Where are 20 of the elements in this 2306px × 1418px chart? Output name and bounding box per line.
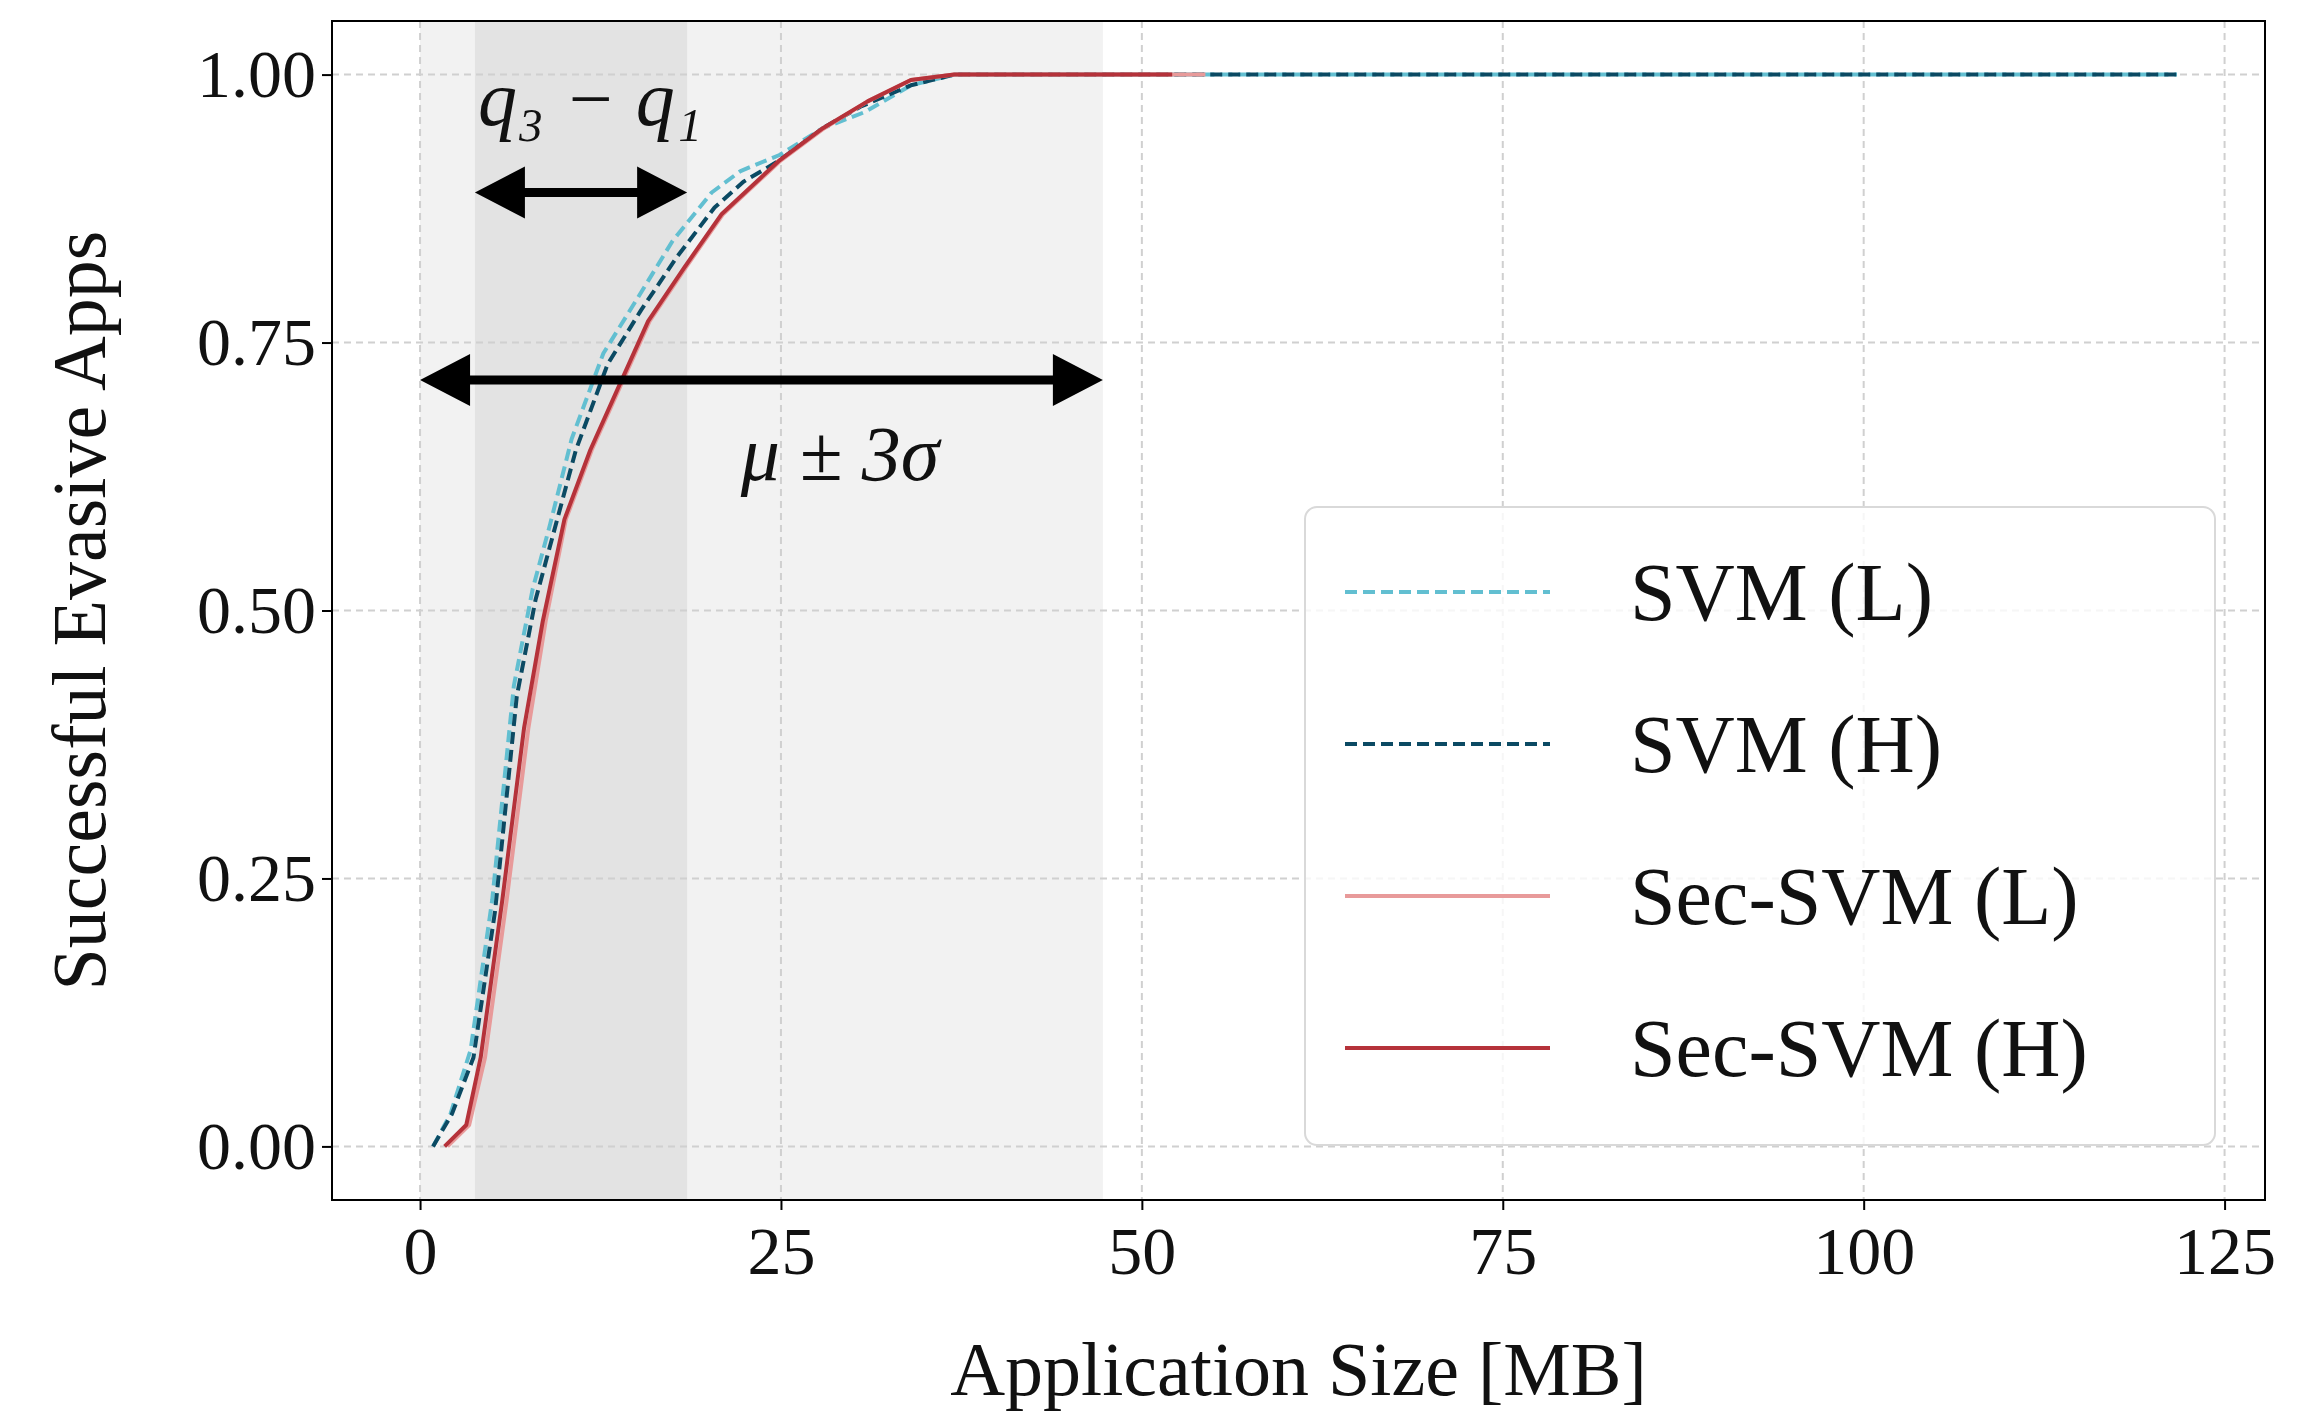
x-axis-title: Application Size [MB]: [950, 1327, 1647, 1411]
legend-label: SVM (L): [1630, 547, 1933, 638]
annotation: μ ± 3σ: [739, 410, 942, 497]
x-tick-label: 50: [1108, 1212, 1177, 1289]
line-series: [431, 72, 2179, 1149]
annotation: q₃ − q₁: [478, 55, 702, 142]
legend-label: Sec-SVM (H): [1630, 1003, 2088, 1094]
y-tick-label: 0.00: [197, 1107, 316, 1184]
y-tick-label: 0.25: [197, 839, 316, 916]
legend-label: Sec-SVM (L): [1630, 851, 2079, 942]
x-tick-label: 25: [747, 1212, 816, 1289]
x-tick-label: 125: [2174, 1212, 2277, 1289]
y-axis-title: Successful Evasive Apps: [37, 230, 121, 991]
x-tick-label: 0: [403, 1212, 438, 1289]
y-tick-label: 0.75: [197, 303, 316, 380]
x-tick-label: 75: [1469, 1212, 1538, 1289]
y-tick-label: 0.50: [197, 571, 316, 648]
y-tick-label: 1.00: [197, 35, 316, 112]
x-tick-label: 100: [1813, 1212, 1916, 1289]
legend-label: SVM (H): [1630, 699, 1943, 790]
